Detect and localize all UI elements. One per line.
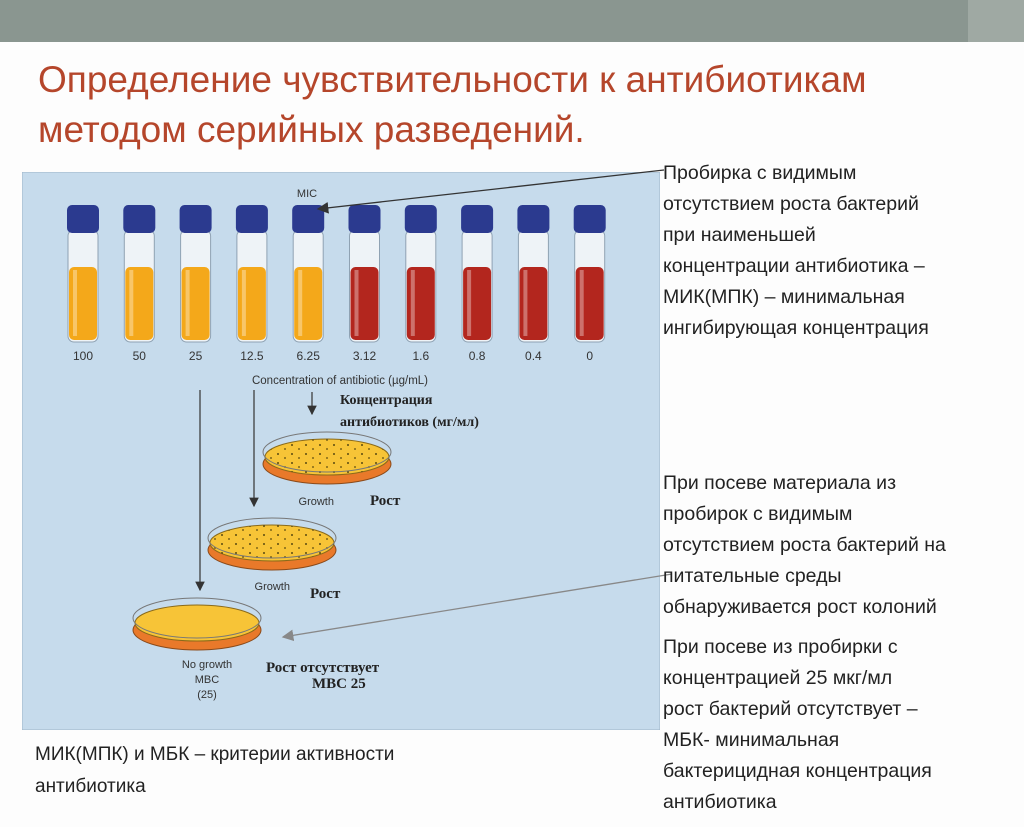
test-tube: 3.12 (348, 205, 381, 363)
test-tube: 12.5 (235, 205, 268, 363)
tube-concentration-label: 1.6 (412, 349, 429, 363)
clear-liquid (237, 267, 266, 340)
mic-label: MIC (297, 188, 317, 200)
test-tube: 0 (573, 205, 606, 363)
tube-cap (67, 205, 99, 233)
turbid-liquid (406, 267, 435, 340)
tube-cap (517, 205, 550, 233)
top-bar (0, 0, 1024, 42)
plate-no-growth (132, 597, 262, 651)
test-tube: 100 (67, 205, 99, 363)
turbid-liquid (519, 267, 548, 340)
clear-liquid (125, 267, 154, 340)
criteria-note: МИК(МПК) и МБК – критерии активности ант… (35, 744, 395, 797)
turbid-liquid (350, 267, 379, 340)
tube-concentration-label: 0 (586, 349, 593, 363)
tube-cap (573, 205, 606, 233)
tube-concentration-label: 25 (189, 349, 203, 363)
plate-2-label-ru: Рост (310, 586, 341, 602)
tube-concentration-label: 50 (133, 349, 147, 363)
turbid-liquid (575, 267, 604, 340)
plate-growth-1 (262, 431, 392, 485)
tube-concentration-label: 3.12 (353, 349, 377, 363)
clear-liquid (69, 267, 97, 340)
tube-cap (179, 205, 212, 233)
mbc-description: При посеве из пробирки с концентрацией 2… (663, 636, 932, 813)
test-tube: 50 (123, 205, 156, 363)
dilution-figure: 100 50 25 12.5 6.25 3.12 1.6 0.8 0.4 0 MIC Concen… (21, 171, 661, 731)
tube-cap (348, 205, 381, 233)
dilution-diagram: 100 50 25 12.5 6.25 3.12 1.6 0.8 0.4 0 MIC Concen… (21, 171, 661, 731)
tube-concentration-label: 12.5 (240, 349, 264, 363)
test-tube: 0.4 (517, 205, 550, 363)
plate-1-label-ru: Рост (370, 493, 401, 509)
plate-growth-2 (207, 517, 337, 571)
axis-label-en: Concentration of antibiotic (µg/mL) (252, 375, 428, 387)
top-bar-accent (968, 0, 1024, 42)
test-tube: 6.25 (292, 205, 325, 363)
tube-cap (292, 205, 325, 233)
plate-1-label-en: Growth (299, 496, 334, 508)
tubes-group: 100 50 25 12.5 6.25 3.12 1.6 0.8 0.4 0 (67, 205, 606, 363)
plate-3-label-ru: Рост отсутствует (266, 660, 380, 676)
plate-3-label-en: No growth (182, 659, 232, 671)
axis-label-ru-1: Концентрация (340, 393, 433, 408)
plate-3-label-ru-2: MBC 25 (312, 676, 366, 692)
tube-concentration-label: 6.25 (297, 349, 321, 363)
tube-concentration-label: 0.4 (525, 349, 542, 363)
tube-cap (461, 205, 494, 233)
clear-liquid (181, 267, 210, 340)
mic-description: Пробирка с видимым отсутствием роста бак… (663, 162, 929, 339)
test-tube: 1.6 (404, 205, 437, 363)
plate-2-label-en: Growth (255, 581, 290, 593)
test-tube: 25 (179, 205, 212, 363)
subculture-description: При посеве материала из пробирок с видим… (663, 472, 946, 618)
slide-title: Определение чувствительности к антибиоти… (38, 59, 867, 150)
plate-3-label-value: (25) (197, 689, 217, 701)
tube-concentration-label: 100 (73, 349, 93, 363)
test-tube: 0.8 (461, 205, 494, 363)
axis-label-ru-2: антибиотиков (мг/мл) (340, 415, 479, 430)
plate-3-label-mbc: MBC (195, 674, 220, 686)
clear-liquid (294, 267, 323, 340)
turbid-liquid (463, 267, 492, 340)
tube-cap (123, 205, 156, 233)
tube-cap (235, 205, 268, 233)
tube-concentration-label: 0.8 (469, 349, 486, 363)
tube-cap (404, 205, 437, 233)
